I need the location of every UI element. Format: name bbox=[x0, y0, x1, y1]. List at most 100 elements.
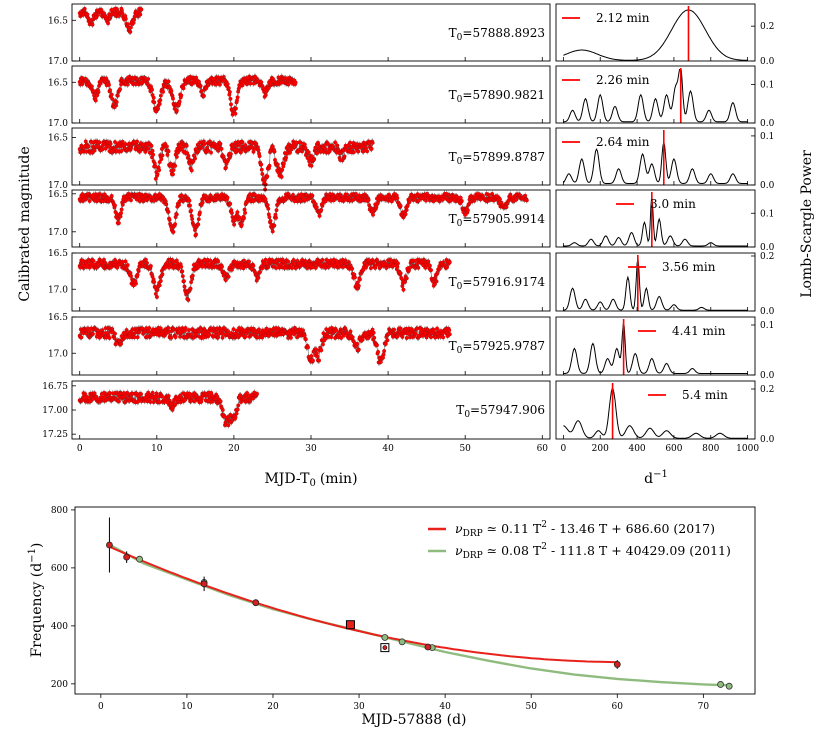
light-curve-point bbox=[138, 12, 143, 17]
t0-label-prefix: T bbox=[449, 212, 457, 226]
light-curve-point bbox=[118, 214, 123, 219]
light-curve-point bbox=[197, 210, 202, 215]
light-curve-point bbox=[181, 279, 186, 284]
light-curve-point bbox=[167, 217, 172, 222]
light-curve-point bbox=[286, 259, 291, 264]
light-curve-point bbox=[274, 215, 278, 220]
light-curve-point bbox=[239, 222, 244, 227]
light-curve-point bbox=[166, 149, 171, 154]
light-curve-point bbox=[90, 22, 95, 27]
light-curve-point bbox=[404, 276, 409, 281]
light-curve-point bbox=[160, 153, 165, 158]
light-curve-point bbox=[209, 150, 213, 155]
light-curve-point bbox=[171, 172, 175, 177]
light-curve-point bbox=[198, 83, 203, 88]
light-curve-point bbox=[357, 277, 362, 282]
light-curve-point bbox=[200, 200, 205, 205]
light-curve-point bbox=[368, 266, 373, 271]
light-curve-point bbox=[274, 266, 278, 270]
light-curve-point bbox=[225, 195, 230, 200]
light-curve-point bbox=[242, 207, 247, 212]
light-curve-panel: 16.517.0T0=57916.9174 bbox=[48, 249, 551, 312]
light-curve-panel: 16.517.0T0=57899.8787 bbox=[48, 127, 551, 193]
light-curve-point bbox=[171, 168, 176, 173]
light-curve-point bbox=[179, 193, 184, 198]
light-curve-point bbox=[310, 193, 315, 198]
light-curve-point bbox=[125, 263, 130, 267]
light-curve-point bbox=[132, 14, 137, 19]
light-curve-point bbox=[173, 222, 178, 227]
light-curve-point bbox=[237, 215, 242, 220]
light-curve-point bbox=[189, 168, 194, 173]
light-curve-point bbox=[404, 208, 409, 212]
light-curve-point bbox=[184, 143, 189, 148]
light-curve-point bbox=[235, 95, 240, 100]
light-curve-point bbox=[110, 96, 115, 101]
light-curve-point bbox=[136, 269, 141, 273]
light-curve-point bbox=[266, 206, 271, 211]
light-curve-point bbox=[188, 203, 192, 208]
light-curve-point bbox=[371, 212, 375, 217]
light-curve-point bbox=[256, 275, 261, 280]
light-curve-point bbox=[335, 143, 340, 148]
light-curve-point bbox=[320, 257, 325, 262]
light-curve-point bbox=[160, 272, 165, 277]
light-curve-point bbox=[226, 274, 231, 279]
light-curve-panel: 16.5 17.0 T0=57888.8923 bbox=[48, 3, 551, 67]
light-curve-point bbox=[334, 259, 339, 263]
light-curve-y-tick-label: 16.5 bbox=[48, 16, 68, 26]
light-curve-point bbox=[486, 193, 491, 197]
light-curve-point bbox=[107, 83, 111, 87]
light-curve-point bbox=[180, 274, 185, 279]
light-curve-point bbox=[196, 222, 201, 227]
light-curve-y-tick-label: 16.5 bbox=[48, 190, 68, 200]
light-curve-point bbox=[342, 154, 347, 159]
light-curve-point bbox=[118, 87, 122, 92]
light-curve-point bbox=[158, 98, 163, 103]
light-curve-point bbox=[171, 96, 175, 101]
light-curve-point bbox=[229, 102, 233, 107]
t0-label-value: =57899.8787 bbox=[462, 150, 545, 164]
light-curve-point bbox=[218, 141, 223, 146]
light-curve-point bbox=[254, 141, 259, 146]
light-curve-point bbox=[166, 209, 171, 214]
light-curve-point bbox=[158, 93, 163, 98]
light-curve-point bbox=[234, 106, 238, 111]
light-curve-point bbox=[128, 29, 133, 34]
light-curve-point bbox=[115, 93, 120, 98]
light-curve-point bbox=[259, 162, 264, 167]
light-curve-point bbox=[174, 108, 179, 113]
light-curve-point bbox=[196, 217, 201, 222]
light-curve-point bbox=[265, 203, 270, 208]
light-curve-point bbox=[123, 16, 128, 21]
t0-label-prefix: T bbox=[449, 26, 457, 40]
light-curve-point bbox=[179, 264, 184, 269]
light-curve-point bbox=[313, 145, 318, 150]
light-curve-point bbox=[85, 12, 90, 17]
light-curve-point bbox=[243, 210, 248, 215]
light-curve-point bbox=[235, 210, 240, 215]
t0-label-value: =57890.9821 bbox=[462, 88, 545, 102]
light-curve-point bbox=[233, 111, 238, 116]
light-curve-point bbox=[171, 229, 176, 234]
light-curve-t0-label: T0=57899.8787 bbox=[449, 150, 545, 167]
light-curve-point bbox=[256, 148, 261, 153]
light-curve-point bbox=[251, 263, 256, 268]
light-curve-point bbox=[150, 148, 155, 153]
light-curve-point bbox=[93, 98, 98, 103]
light-curve-point bbox=[108, 88, 113, 93]
light-curve-point bbox=[351, 150, 356, 155]
light-curve-point bbox=[119, 207, 124, 212]
t0-label-prefix: T bbox=[449, 88, 457, 102]
light-curve-point bbox=[524, 198, 529, 203]
light-curve-point bbox=[240, 140, 245, 145]
light-curve-point bbox=[266, 265, 271, 269]
light-curve-point bbox=[156, 106, 161, 111]
light-curve-point bbox=[152, 280, 157, 284]
light-curve-t0-label: T0=57905.9914 bbox=[449, 212, 546, 229]
light-curve-point bbox=[228, 201, 233, 206]
light-curve-point bbox=[100, 147, 105, 152]
light-curve-point bbox=[398, 271, 403, 276]
light-curve-point bbox=[186, 153, 191, 158]
light-curve-point bbox=[188, 286, 193, 291]
